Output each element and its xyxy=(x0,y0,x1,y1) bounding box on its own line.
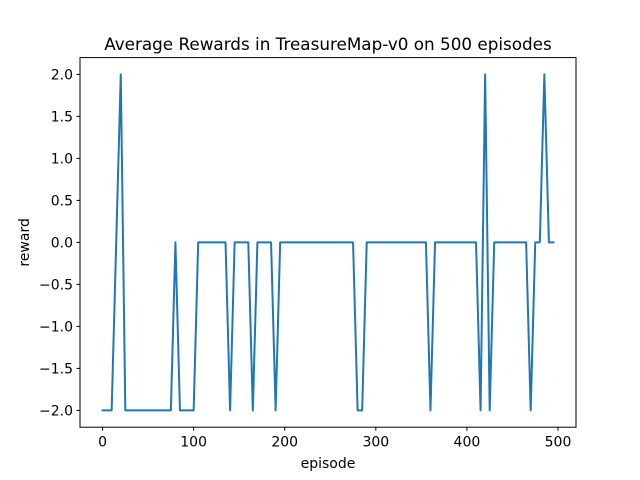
x-tick-label: 0 xyxy=(98,435,107,451)
x-tick-label: 100 xyxy=(180,435,207,451)
y-tick-label: 0.0 xyxy=(51,235,73,251)
x-tick-label: 500 xyxy=(545,435,572,451)
series-line-0 xyxy=(101,73,555,412)
x-axis-label: episode xyxy=(301,456,356,472)
y-tick-label: 1.5 xyxy=(51,109,73,125)
y-tick-label: −0.5 xyxy=(39,277,73,293)
y-tick-label: −1.5 xyxy=(39,361,73,377)
x-tick-label: 300 xyxy=(362,435,389,451)
y-tick-label: −2.0 xyxy=(39,403,73,419)
y-tick-label: −1.0 xyxy=(39,319,73,335)
chart-title: Average Rewards in TreasureMap-v0 on 500… xyxy=(104,34,552,54)
x-axis: 0 100 200 300 400 500 xyxy=(98,427,571,451)
y-tick-label: 0.5 xyxy=(51,193,73,209)
x-tick-label: 200 xyxy=(271,435,298,451)
y-tick-label: 1.0 xyxy=(51,151,73,167)
y-axis: −2.0 −1.5 −1.0 −0.5 0.0 0.5 1.0 1.5 2.0 xyxy=(39,67,80,419)
x-tick-label: 400 xyxy=(454,435,481,451)
plot-area xyxy=(101,73,555,412)
y-tick-label: 2.0 xyxy=(51,67,73,83)
y-axis-label: reward xyxy=(17,218,33,267)
